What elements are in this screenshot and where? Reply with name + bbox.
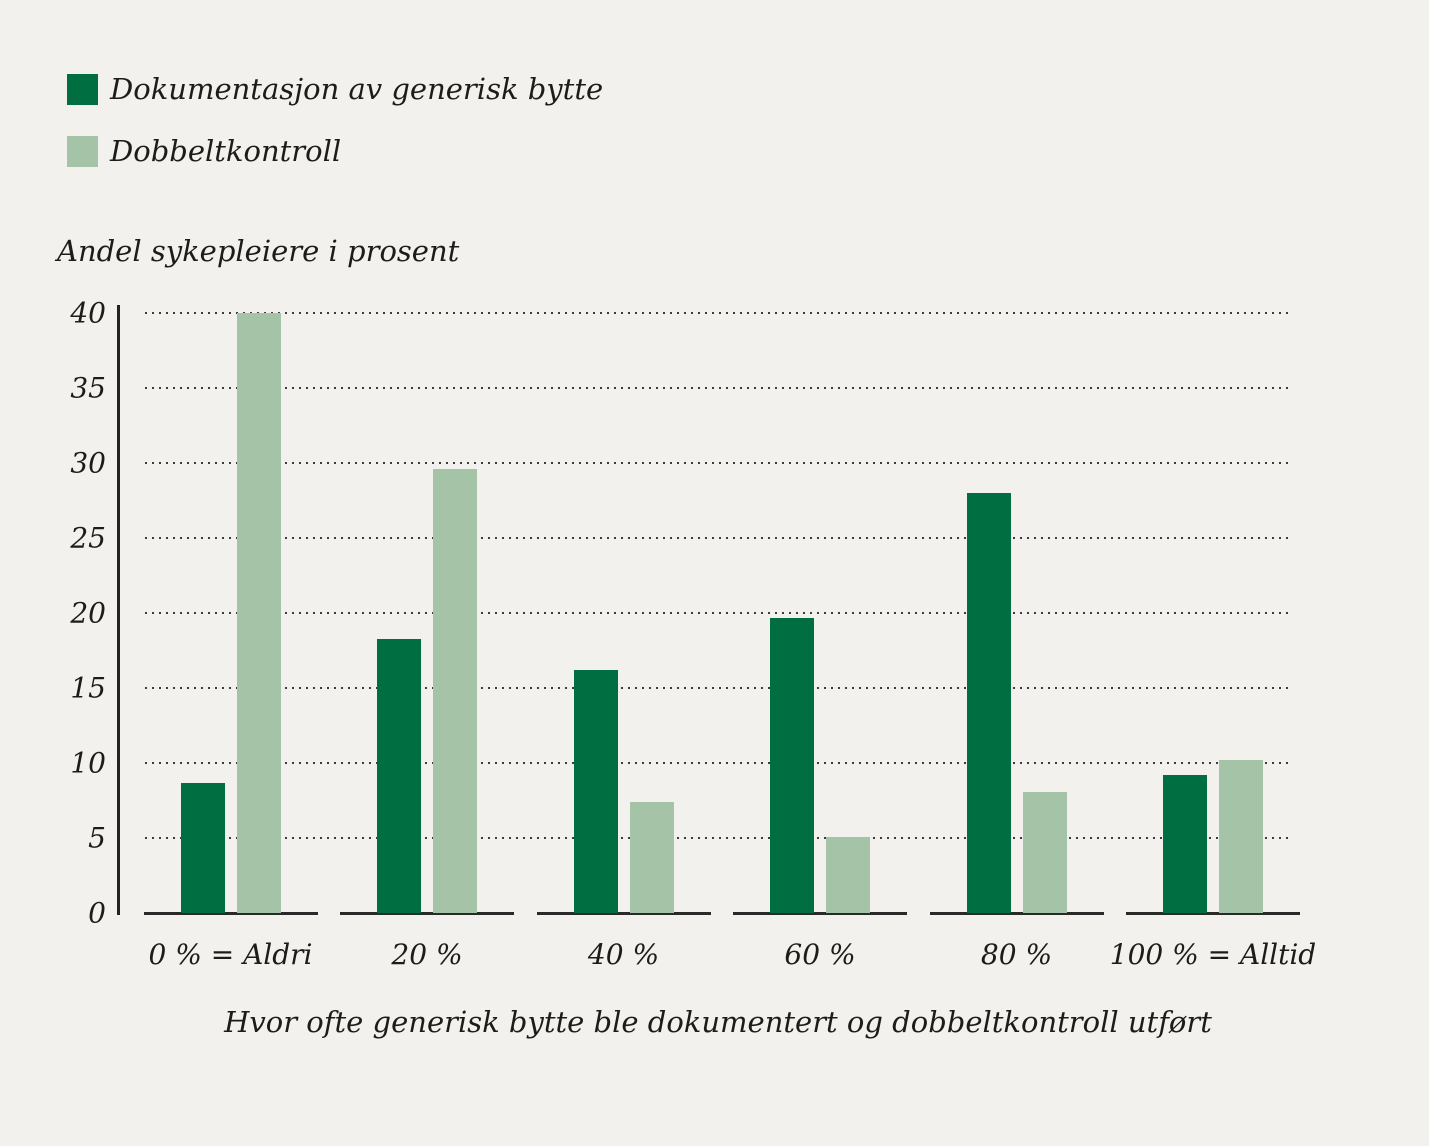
legend-label: Dobbeltkontroll bbox=[110, 134, 342, 168]
x-tick-label: 0 % = Aldri bbox=[148, 938, 313, 971]
baseline-segment bbox=[733, 911, 907, 915]
y-tick-label: 40 bbox=[70, 296, 106, 330]
baseline-segment bbox=[536, 911, 711, 915]
gridline bbox=[145, 462, 1293, 464]
legend-label: Dokumentasjon av generisk bytte bbox=[110, 72, 604, 106]
bar-dobbeltkontroll bbox=[1022, 791, 1067, 913]
gridline bbox=[145, 612, 1293, 614]
gridline bbox=[145, 762, 1293, 764]
y-tick-label: 5 bbox=[88, 821, 106, 855]
bar-dobbeltkontroll bbox=[826, 836, 870, 913]
x-tick-label: 40 % bbox=[587, 938, 660, 971]
bar-dobbeltkontroll bbox=[629, 802, 674, 913]
y-tick-label: 15 bbox=[70, 671, 106, 705]
bar-dobbeltkontroll bbox=[433, 469, 477, 913]
x-tick-label: 60 % bbox=[784, 938, 856, 971]
y-tick-label: 20 bbox=[70, 596, 106, 630]
x-tick-label: 80 % bbox=[980, 938, 1053, 971]
baseline-segment bbox=[929, 911, 1104, 915]
bar-dobbeltkontroll bbox=[236, 313, 281, 913]
legend-swatch-dark-icon bbox=[67, 73, 98, 105]
legend: Dokumentasjon av generisk bytte Dobbeltk… bbox=[67, 73, 603, 197]
y-tick-label: 30 bbox=[70, 446, 106, 480]
bar-dokumentasjon bbox=[377, 638, 421, 913]
x-axis-title: Hvor ofte generisk bytte ble dokumentert… bbox=[224, 1005, 1212, 1039]
y-axis-line bbox=[117, 305, 120, 915]
bar-dokumentasjon bbox=[770, 617, 814, 913]
y-tick-label: 0 bbox=[88, 896, 106, 930]
y-axis-title: Andel sykepleiere i prosent bbox=[57, 234, 460, 268]
bar-dokumentasjon bbox=[180, 782, 225, 913]
gridline bbox=[145, 312, 1293, 314]
baseline-segment bbox=[143, 911, 318, 915]
gridline bbox=[145, 537, 1293, 539]
x-tick-label: 20 % bbox=[391, 938, 463, 971]
bar-dobbeltkontroll bbox=[1219, 760, 1263, 913]
bar-dokumentasjon bbox=[1163, 775, 1207, 913]
legend-swatch-light-icon bbox=[67, 135, 98, 167]
bar-dokumentasjon bbox=[966, 493, 1011, 913]
gridline bbox=[145, 387, 1293, 389]
y-tick-label: 35 bbox=[70, 371, 106, 405]
y-tick-label: 25 bbox=[70, 521, 106, 555]
legend-item-dokumentasjon: Dokumentasjon av generisk bytte bbox=[67, 73, 603, 105]
x-tick-label: 100 % = Alltid bbox=[1109, 938, 1317, 971]
bar-dokumentasjon bbox=[573, 670, 618, 913]
legend-item-dobbeltkontroll: Dobbeltkontroll bbox=[67, 135, 603, 167]
gridline bbox=[145, 837, 1293, 839]
y-tick-label: 10 bbox=[70, 746, 106, 780]
baseline-segment bbox=[1126, 911, 1300, 915]
baseline-segment bbox=[340, 911, 514, 915]
gridline bbox=[145, 687, 1293, 689]
